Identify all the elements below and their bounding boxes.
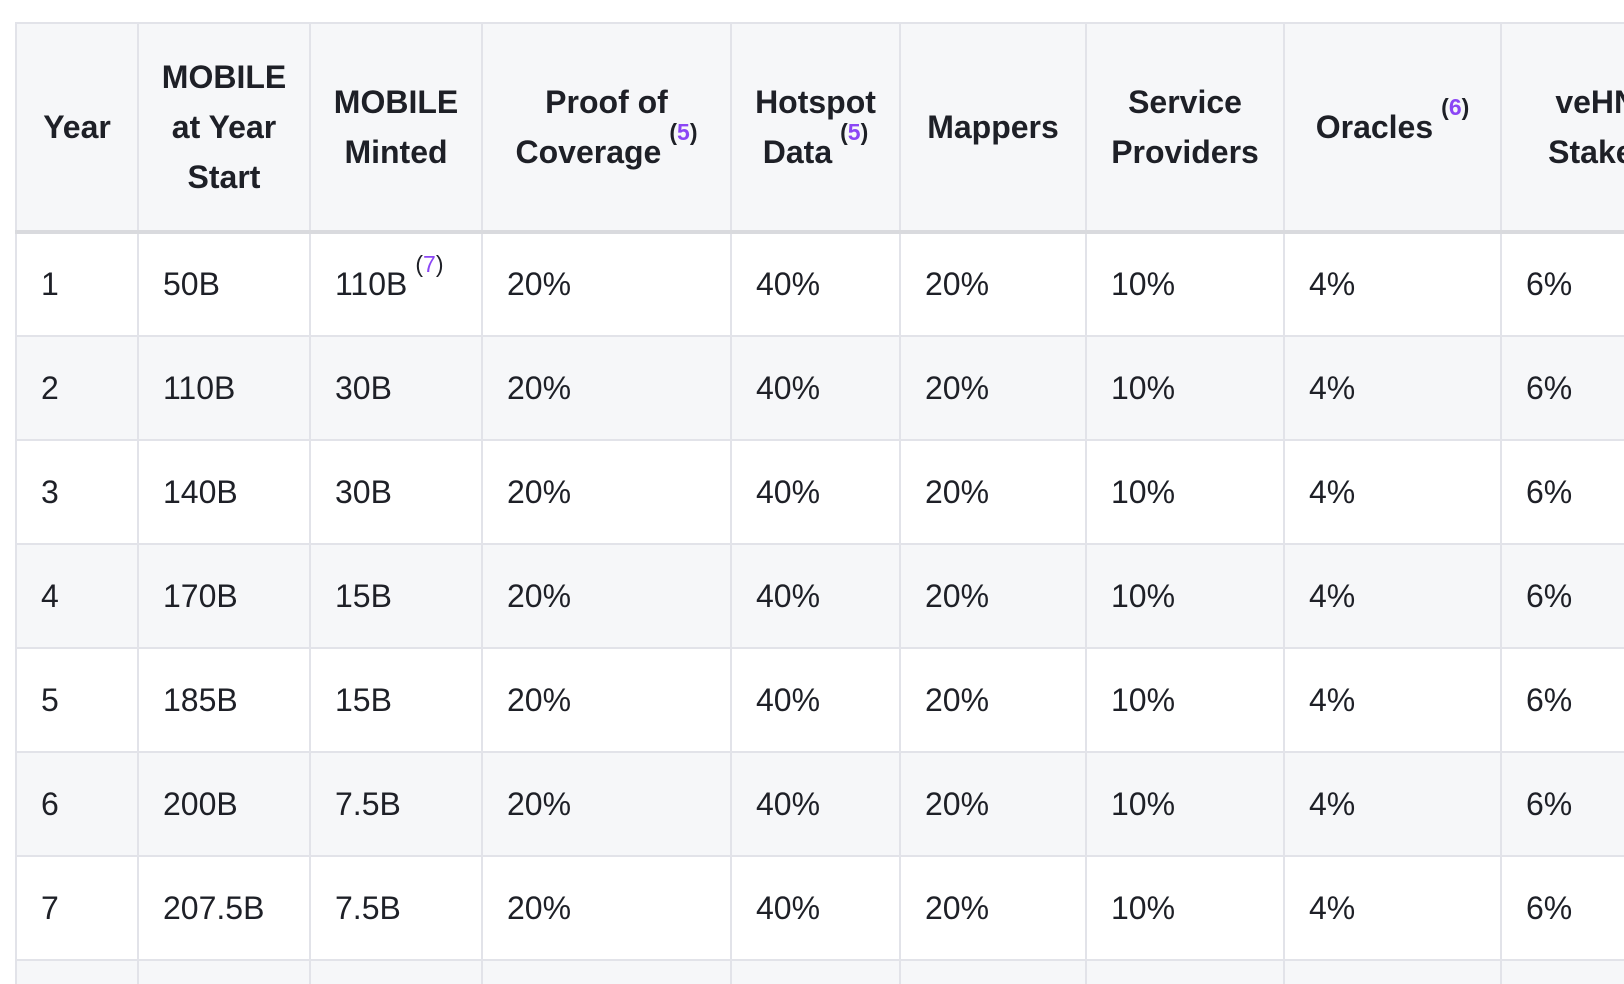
cell-mappers: 20% [899, 751, 1087, 857]
table-row-year-3: 3 140B 30B 20% 40% 20% 10% 4% 6% [15, 439, 1624, 545]
cell-mappers: 20% [899, 335, 1087, 441]
cell-mobile-at-year-start: 50B [137, 231, 311, 337]
cell-vehnt-stakers: 6% [1500, 543, 1624, 649]
cell-mappers: 20% [899, 647, 1087, 753]
footnote-link-5[interactable]: (5) [669, 118, 698, 145]
cell-mappers: 20% [899, 439, 1087, 545]
mobile-emissions-table: Year MOBILE at Year Start MOBILE Minted … [15, 22, 1624, 984]
cell-empty [899, 959, 1087, 984]
cell-year: 5 [15, 647, 139, 753]
cell-empty [137, 959, 311, 984]
cell-hotspot-data: 40% [730, 335, 901, 441]
table-row-year-2: 2 110B 30B 20% 40% 20% 10% 4% 6% [15, 335, 1624, 441]
cell-hotspot-data: 40% [730, 543, 901, 649]
cell-year: 4 [15, 543, 139, 649]
column-header-vehnt-stakers: veHNT Stakers [1500, 22, 1624, 234]
cell-mobile-at-year-start: 185B [137, 647, 311, 753]
table-row-year-6: 6 200B 7.5B 20% 40% 20% 10% 4% 6% [15, 751, 1624, 857]
table-row-partial [15, 959, 1624, 984]
cell-hotspot-data: 40% [730, 751, 901, 857]
cell-vehnt-stakers: 6% [1500, 855, 1624, 961]
cell-hotspot-data: 40% [730, 647, 901, 753]
cell-vehnt-stakers: 6% [1500, 439, 1624, 545]
cell-oracles: 4% [1283, 231, 1502, 337]
column-header-proof-of-coverage: Proof of Coverage(5) [481, 22, 732, 234]
cell-hotspot-data: 40% [730, 231, 901, 337]
cell-mobile-minted: 7.5B [309, 751, 483, 857]
cell-service-providers: 10% [1085, 647, 1285, 753]
cell-mobile-minted: 110B(7) [309, 231, 483, 337]
cell-oracles: 4% [1283, 751, 1502, 857]
cell-year: 7 [15, 855, 139, 961]
cell-empty [1500, 959, 1624, 984]
cell-oracles: 4% [1283, 335, 1502, 441]
table-row-year-1: 1 50B 110B(7) 20% 40% 20% 10% 4% 6% [15, 231, 1624, 337]
cell-service-providers: 10% [1085, 751, 1285, 857]
cell-mobile-at-year-start: 170B [137, 543, 311, 649]
cell-oracles: 4% [1283, 543, 1502, 649]
footnote-link-7[interactable]: (7) [415, 250, 444, 277]
cell-mappers: 20% [899, 543, 1087, 649]
column-header-mobile-at-year-start: MOBILE at Year Start [137, 22, 311, 234]
cell-proof-of-coverage: 20% [481, 751, 732, 857]
cell-vehnt-stakers: 6% [1500, 751, 1624, 857]
cell-year: 2 [15, 335, 139, 441]
cell-proof-of-coverage: 20% [481, 647, 732, 753]
column-header-mobile-minted: MOBILE Minted [309, 22, 483, 234]
table-row-year-4: 4 170B 15B 20% 40% 20% 10% 4% 6% [15, 543, 1624, 649]
table-header-row: Year MOBILE at Year Start MOBILE Minted … [15, 22, 1624, 234]
cell-year: 6 [15, 751, 139, 857]
cell-mobile-at-year-start: 207.5B [137, 855, 311, 961]
column-header-service-providers: Service Providers [1085, 22, 1285, 234]
cell-mobile-minted: 7.5B [309, 855, 483, 961]
cell-mobile-minted: 15B [309, 647, 483, 753]
footnote-link-5[interactable]: (5) [840, 118, 869, 145]
cell-service-providers: 10% [1085, 543, 1285, 649]
column-header-oracles: Oracles(6) [1283, 22, 1502, 234]
cell-hotspot-data: 40% [730, 855, 901, 961]
cell-mobile-minted: 15B [309, 543, 483, 649]
cell-proof-of-coverage: 20% [481, 855, 732, 961]
cell-vehnt-stakers: 6% [1500, 647, 1624, 753]
cell-oracles: 4% [1283, 855, 1502, 961]
cell-service-providers: 10% [1085, 231, 1285, 337]
cell-mobile-minted: 30B [309, 335, 483, 441]
footnote-link-6[interactable]: (6) [1441, 93, 1470, 120]
table-row-year-5: 5 185B 15B 20% 40% 20% 10% 4% 6% [15, 647, 1624, 753]
cell-service-providers: 10% [1085, 855, 1285, 961]
column-header-hotspot-data: Hotspot Data(5) [730, 22, 901, 234]
cell-mobile-at-year-start: 140B [137, 439, 311, 545]
cell-empty [15, 959, 139, 984]
cell-service-providers: 10% [1085, 335, 1285, 441]
cell-hotspot-data: 40% [730, 439, 901, 545]
cell-mobile-minted: 30B [309, 439, 483, 545]
cell-mappers: 20% [899, 231, 1087, 337]
cell-vehnt-stakers: 6% [1500, 335, 1624, 441]
table-row-year-7: 7 207.5B 7.5B 20% 40% 20% 10% 4% 6% [15, 855, 1624, 961]
cell-empty [1283, 959, 1502, 984]
cell-oracles: 4% [1283, 647, 1502, 753]
cell-year: 1 [15, 231, 139, 337]
emissions-table-scroll-area[interactable]: Year MOBILE at Year Start MOBILE Minted … [15, 22, 1624, 984]
cell-mobile-at-year-start: 200B [137, 751, 311, 857]
column-header-year: Year [15, 22, 139, 234]
cell-empty [730, 959, 901, 984]
column-header-mappers: Mappers [899, 22, 1087, 234]
cell-empty [309, 959, 483, 984]
cell-proof-of-coverage: 20% [481, 439, 732, 545]
cell-proof-of-coverage: 20% [481, 231, 732, 337]
cell-empty [1085, 959, 1285, 984]
cell-proof-of-coverage: 20% [481, 543, 732, 649]
cell-vehnt-stakers: 6% [1500, 231, 1624, 337]
cell-mappers: 20% [899, 855, 1087, 961]
cell-proof-of-coverage: 20% [481, 335, 732, 441]
cell-mobile-at-year-start: 110B [137, 335, 311, 441]
cell-empty [481, 959, 732, 984]
cell-service-providers: 10% [1085, 439, 1285, 545]
cell-oracles: 4% [1283, 439, 1502, 545]
cell-year: 3 [15, 439, 139, 545]
